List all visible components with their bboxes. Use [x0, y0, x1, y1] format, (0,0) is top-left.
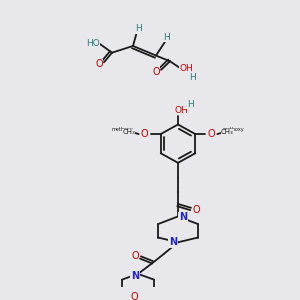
Text: O: O: [141, 129, 148, 139]
Text: methoxy: methoxy: [112, 127, 134, 132]
Text: O: O: [130, 292, 138, 300]
Text: H: H: [190, 73, 196, 82]
Text: OH: OH: [174, 106, 188, 115]
Text: HO: HO: [86, 39, 100, 48]
Text: CH₃: CH₃: [122, 129, 135, 135]
Text: O: O: [131, 251, 139, 261]
Text: O: O: [152, 67, 160, 77]
Text: O: O: [192, 205, 200, 215]
Text: H: H: [187, 100, 194, 109]
Text: N: N: [131, 271, 139, 281]
Text: N: N: [169, 237, 177, 247]
Text: O: O: [95, 59, 103, 69]
Text: methoxy: methoxy: [223, 127, 244, 132]
Text: OH: OH: [179, 64, 193, 74]
Text: H: H: [164, 33, 170, 42]
Text: CH₃: CH₃: [221, 129, 234, 135]
Text: H: H: [135, 24, 141, 33]
Text: O: O: [208, 129, 215, 139]
Text: N: N: [179, 212, 187, 222]
